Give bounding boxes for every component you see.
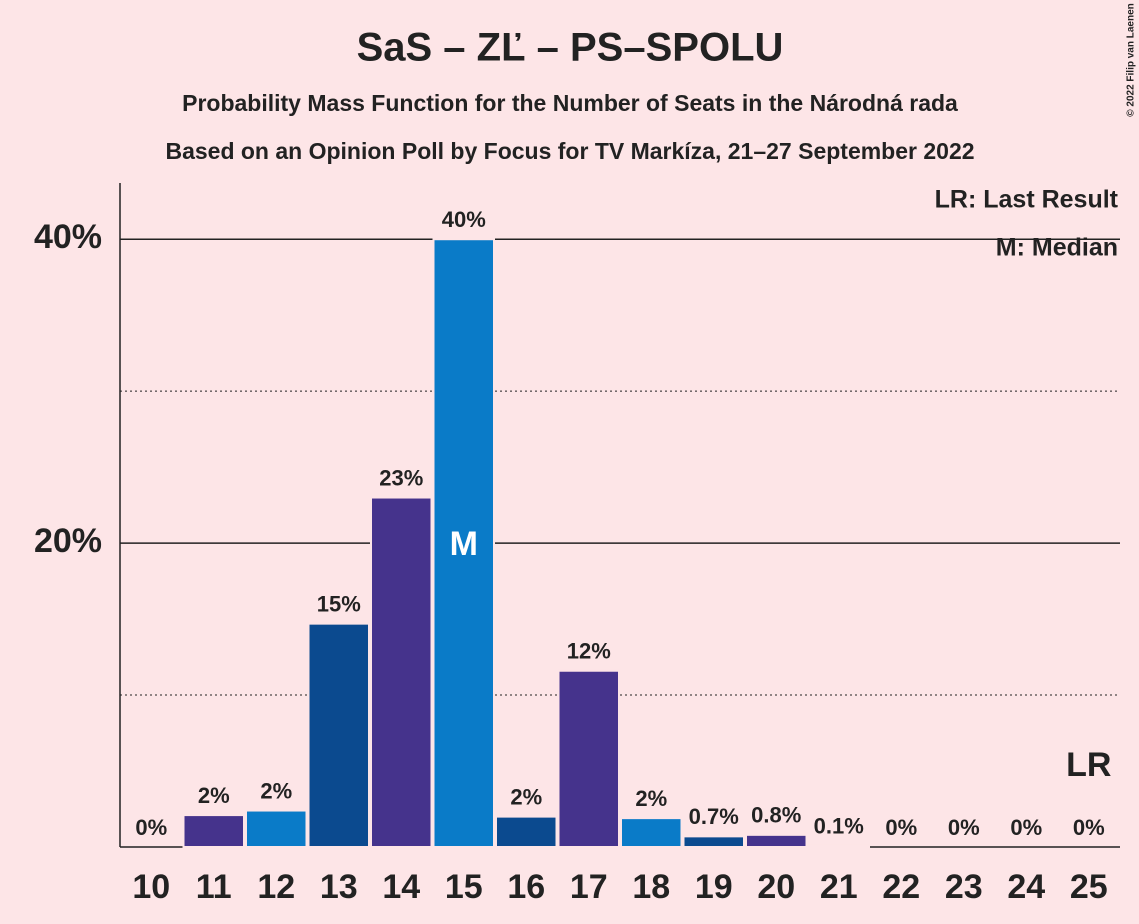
- chart-subtitle: Based on an Opinion Poll by Focus for TV…: [165, 138, 974, 164]
- y-tick-label: 40%: [34, 218, 102, 256]
- value-label: 12%: [567, 639, 611, 664]
- x-tick-label: 11: [196, 868, 232, 906]
- copyright: © 2022 Filip van Laenen: [1126, 3, 1137, 117]
- x-tick-label: 18: [632, 868, 670, 906]
- value-label: 0.1%: [814, 813, 864, 838]
- x-tick-label: 25: [1070, 868, 1108, 906]
- value-label: 0.8%: [751, 803, 801, 828]
- bar: [307, 622, 370, 849]
- last-result-marker: LR: [1066, 746, 1111, 784]
- value-label: 2%: [260, 778, 292, 803]
- value-label: 2%: [198, 783, 230, 808]
- bar: [182, 814, 245, 849]
- x-tick-label: 19: [695, 868, 733, 906]
- value-label: 2%: [635, 786, 667, 811]
- value-label: 0%: [885, 815, 917, 840]
- value-label: 0%: [948, 815, 980, 840]
- x-tick-label: 24: [1007, 868, 1045, 906]
- value-label: 23%: [379, 465, 423, 490]
- bar: [245, 809, 308, 849]
- x-tick-label: 14: [382, 868, 420, 906]
- chart-title: SaS – ZĽ – PS–SPOLU: [357, 26, 784, 70]
- bar: [620, 817, 683, 848]
- x-tick-label: 20: [757, 868, 795, 906]
- x-tick-label: 22: [882, 868, 920, 906]
- value-label: 15%: [317, 591, 361, 616]
- value-label: 40%: [442, 207, 486, 232]
- x-tick-label: 23: [945, 868, 983, 906]
- x-tick-label: 17: [570, 868, 608, 906]
- x-tick-label: 10: [132, 868, 170, 906]
- bar: [557, 669, 620, 848]
- x-tick-label: 21: [820, 868, 858, 906]
- legend-entry: M: Median: [996, 234, 1118, 262]
- y-tick-label: 20%: [34, 522, 102, 560]
- bar: [682, 835, 745, 848]
- x-tick-label: 16: [507, 868, 545, 906]
- bar: [745, 833, 808, 849]
- legend-entry: LR: Last Result: [935, 186, 1119, 214]
- x-tick-label: 13: [320, 868, 358, 906]
- value-label: 0.7%: [689, 804, 739, 829]
- value-label: 0%: [1010, 815, 1042, 840]
- value-label: 0%: [1073, 815, 1105, 840]
- bar: [807, 844, 870, 848]
- x-tick-label: 15: [445, 868, 483, 906]
- median-marker: M: [450, 525, 478, 563]
- value-label: 0%: [135, 815, 167, 840]
- bar: [432, 238, 495, 849]
- value-label: 2%: [510, 784, 542, 809]
- x-tick-label: 12: [257, 868, 295, 906]
- bar: [370, 496, 433, 848]
- chart-subtitle: Probability Mass Function for the Number…: [182, 90, 958, 116]
- bar: [495, 815, 558, 848]
